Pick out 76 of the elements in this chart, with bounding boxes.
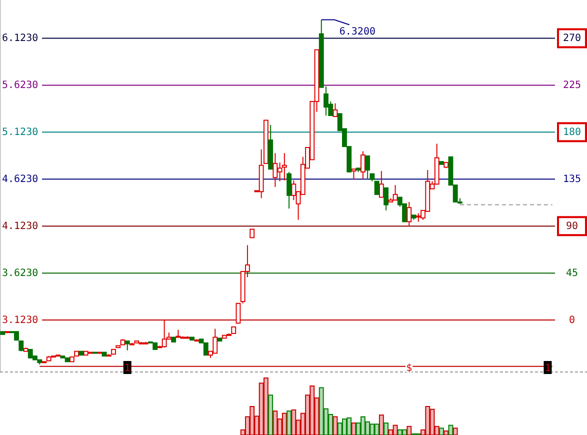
annotation: 1: [544, 363, 551, 374]
y-tick-label: 3.1230: [2, 314, 38, 326]
candlestick: [291, 180, 296, 201]
candlestick: [378, 170, 384, 198]
y-tick-label: 3.6230: [2, 268, 38, 279]
bar: [240, 429, 246, 435]
candlestick: [236, 302, 241, 324]
candlestick: [365, 155, 370, 180]
y2-tick-label: 135: [562, 174, 582, 185]
bar: [378, 414, 384, 435]
bar: [351, 422, 356, 435]
bar: [291, 409, 296, 435]
candlestick: [332, 102, 338, 117]
candlestick: [406, 201, 412, 227]
y-tick-label: 4.6230: [2, 174, 38, 185]
bar: [444, 430, 449, 435]
bar: [296, 420, 301, 435]
bar: [314, 397, 320, 435]
bar: [370, 424, 375, 435]
bar: [282, 412, 287, 435]
bar: [310, 385, 315, 435]
bar: [388, 429, 394, 435]
candlestick: [384, 187, 389, 211]
y2-tick-label: 270: [562, 32, 582, 44]
bar: [272, 410, 278, 435]
bar: [318, 387, 324, 435]
bar: [342, 418, 347, 435]
bar: [430, 408, 435, 435]
bar: [420, 429, 426, 435]
candlestick: [124, 340, 130, 351]
y2-tick-label: 0: [568, 314, 576, 326]
bar: [332, 416, 338, 435]
bar: [434, 426, 440, 435]
y2-tick-label: 45: [566, 268, 578, 279]
y2-tick-label: 180: [562, 126, 582, 138]
bar: [254, 416, 260, 435]
bar: [328, 414, 334, 435]
bar: [374, 424, 380, 435]
y-tick-label: 4.1230: [2, 220, 38, 232]
bar: [356, 422, 361, 435]
annotation: 6.3200: [339, 26, 376, 38]
candlestick: [360, 150, 366, 179]
candlestick: [286, 171, 292, 210]
candlestick: [351, 168, 356, 180]
bar: [425, 406, 430, 435]
candlestick: [203, 342, 208, 356]
candlestick: [282, 152, 287, 181]
bar: [258, 382, 264, 435]
bar: [346, 417, 352, 435]
bar: [392, 424, 398, 435]
bar: [406, 426, 412, 435]
bar: [250, 406, 255, 435]
bar: [448, 424, 454, 435]
y-tick-label: 6.1230: [2, 32, 38, 44]
bar: [305, 394, 310, 435]
bar: [300, 412, 306, 435]
candlestick: [374, 180, 380, 195]
bar: [286, 410, 292, 435]
bar: [365, 421, 370, 435]
bar: [402, 429, 407, 435]
bar: [245, 416, 250, 435]
bar: [452, 428, 458, 435]
bar: [277, 418, 282, 435]
bar: [360, 416, 366, 435]
bar: [397, 429, 402, 435]
y-tick-label: 5.1230: [2, 126, 38, 138]
y2-tick-label: 90: [566, 220, 578, 232]
bar: [268, 394, 274, 435]
bar: [324, 408, 328, 435]
y-tick-label: 5.6230: [2, 80, 38, 91]
y2-tick-label: 225: [562, 80, 582, 91]
bar: [263, 378, 268, 435]
bar: [384, 422, 389, 435]
bar: [439, 428, 444, 435]
bar: [337, 422, 342, 435]
annotation: 1: [124, 363, 130, 374]
